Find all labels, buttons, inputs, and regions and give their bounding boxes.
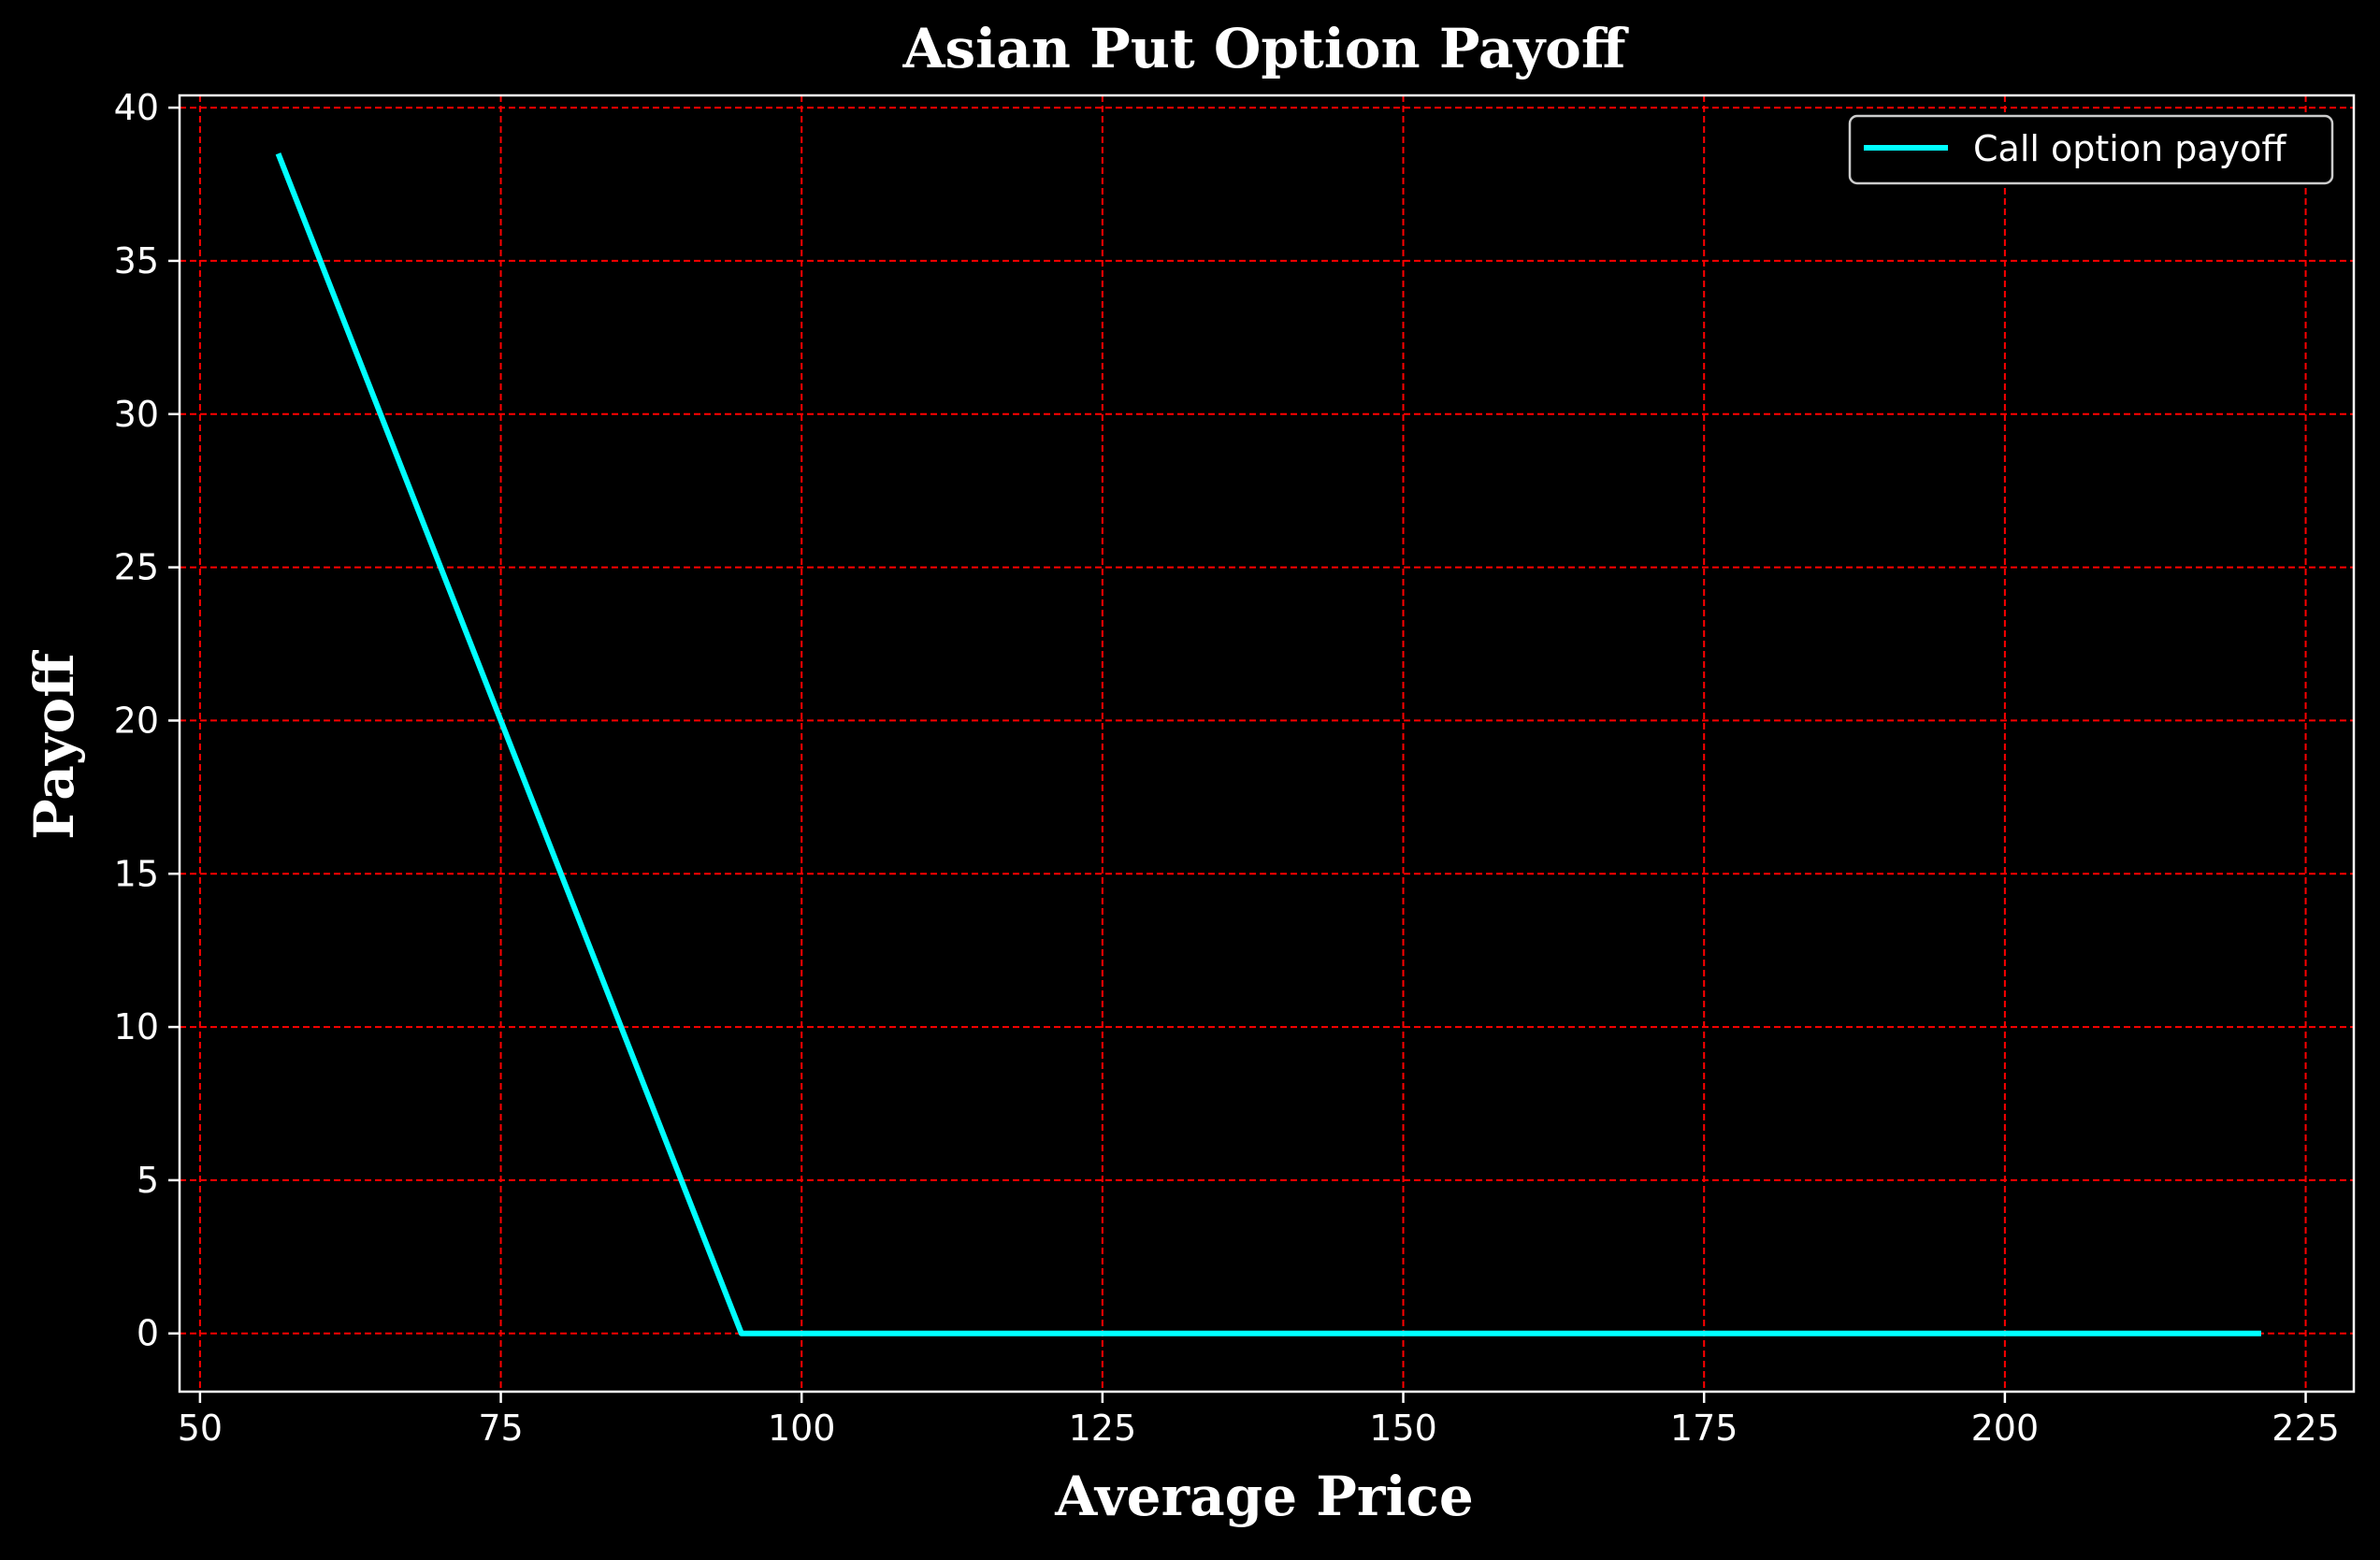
y-tick-label: 30 (114, 394, 159, 435)
x-tick-label: 225 (2272, 1408, 2340, 1449)
x-tick-label: 150 (1369, 1408, 1437, 1449)
axes-frame (178, 94, 2356, 1394)
legend: Call option payoff (1848, 114, 2334, 185)
grid (180, 95, 2354, 1392)
x-tick-label: 75 (478, 1408, 523, 1449)
y-tick-label: 15 (114, 853, 159, 894)
x-tick-label: 50 (178, 1408, 223, 1449)
y-tick-label: 40 (114, 87, 159, 128)
x-axis-ticks: 50 75 100 125 150 175 200 225 (178, 1392, 2340, 1449)
y-axis-label: Payoff (22, 650, 86, 840)
x-tick-label: 175 (1670, 1408, 1738, 1449)
y-tick-label: 35 (114, 240, 159, 282)
legend-box (1848, 114, 2334, 185)
x-tick-label: 200 (1971, 1408, 2040, 1449)
x-tick-label: 125 (1069, 1408, 1137, 1449)
y-tick-label: 20 (114, 700, 159, 741)
y-tick-label: 0 (137, 1313, 159, 1354)
y-tick-label: 10 (114, 1006, 159, 1047)
y-axis-ticks: 0 5 10 15 20 25 30 35 40 (114, 87, 180, 1354)
x-axis-label: Average Price (1054, 1465, 1473, 1528)
plot-area (275, 152, 2261, 1336)
chart-title: Asian Put Option Payoff (902, 17, 1629, 80)
series-line-0 (275, 152, 2261, 1336)
x-tick-label: 100 (768, 1408, 836, 1449)
y-tick-label: 5 (137, 1160, 159, 1201)
y-tick-label: 25 (114, 547, 159, 588)
legend-label-call-option-payoff: Call option payoff (1973, 128, 2286, 169)
